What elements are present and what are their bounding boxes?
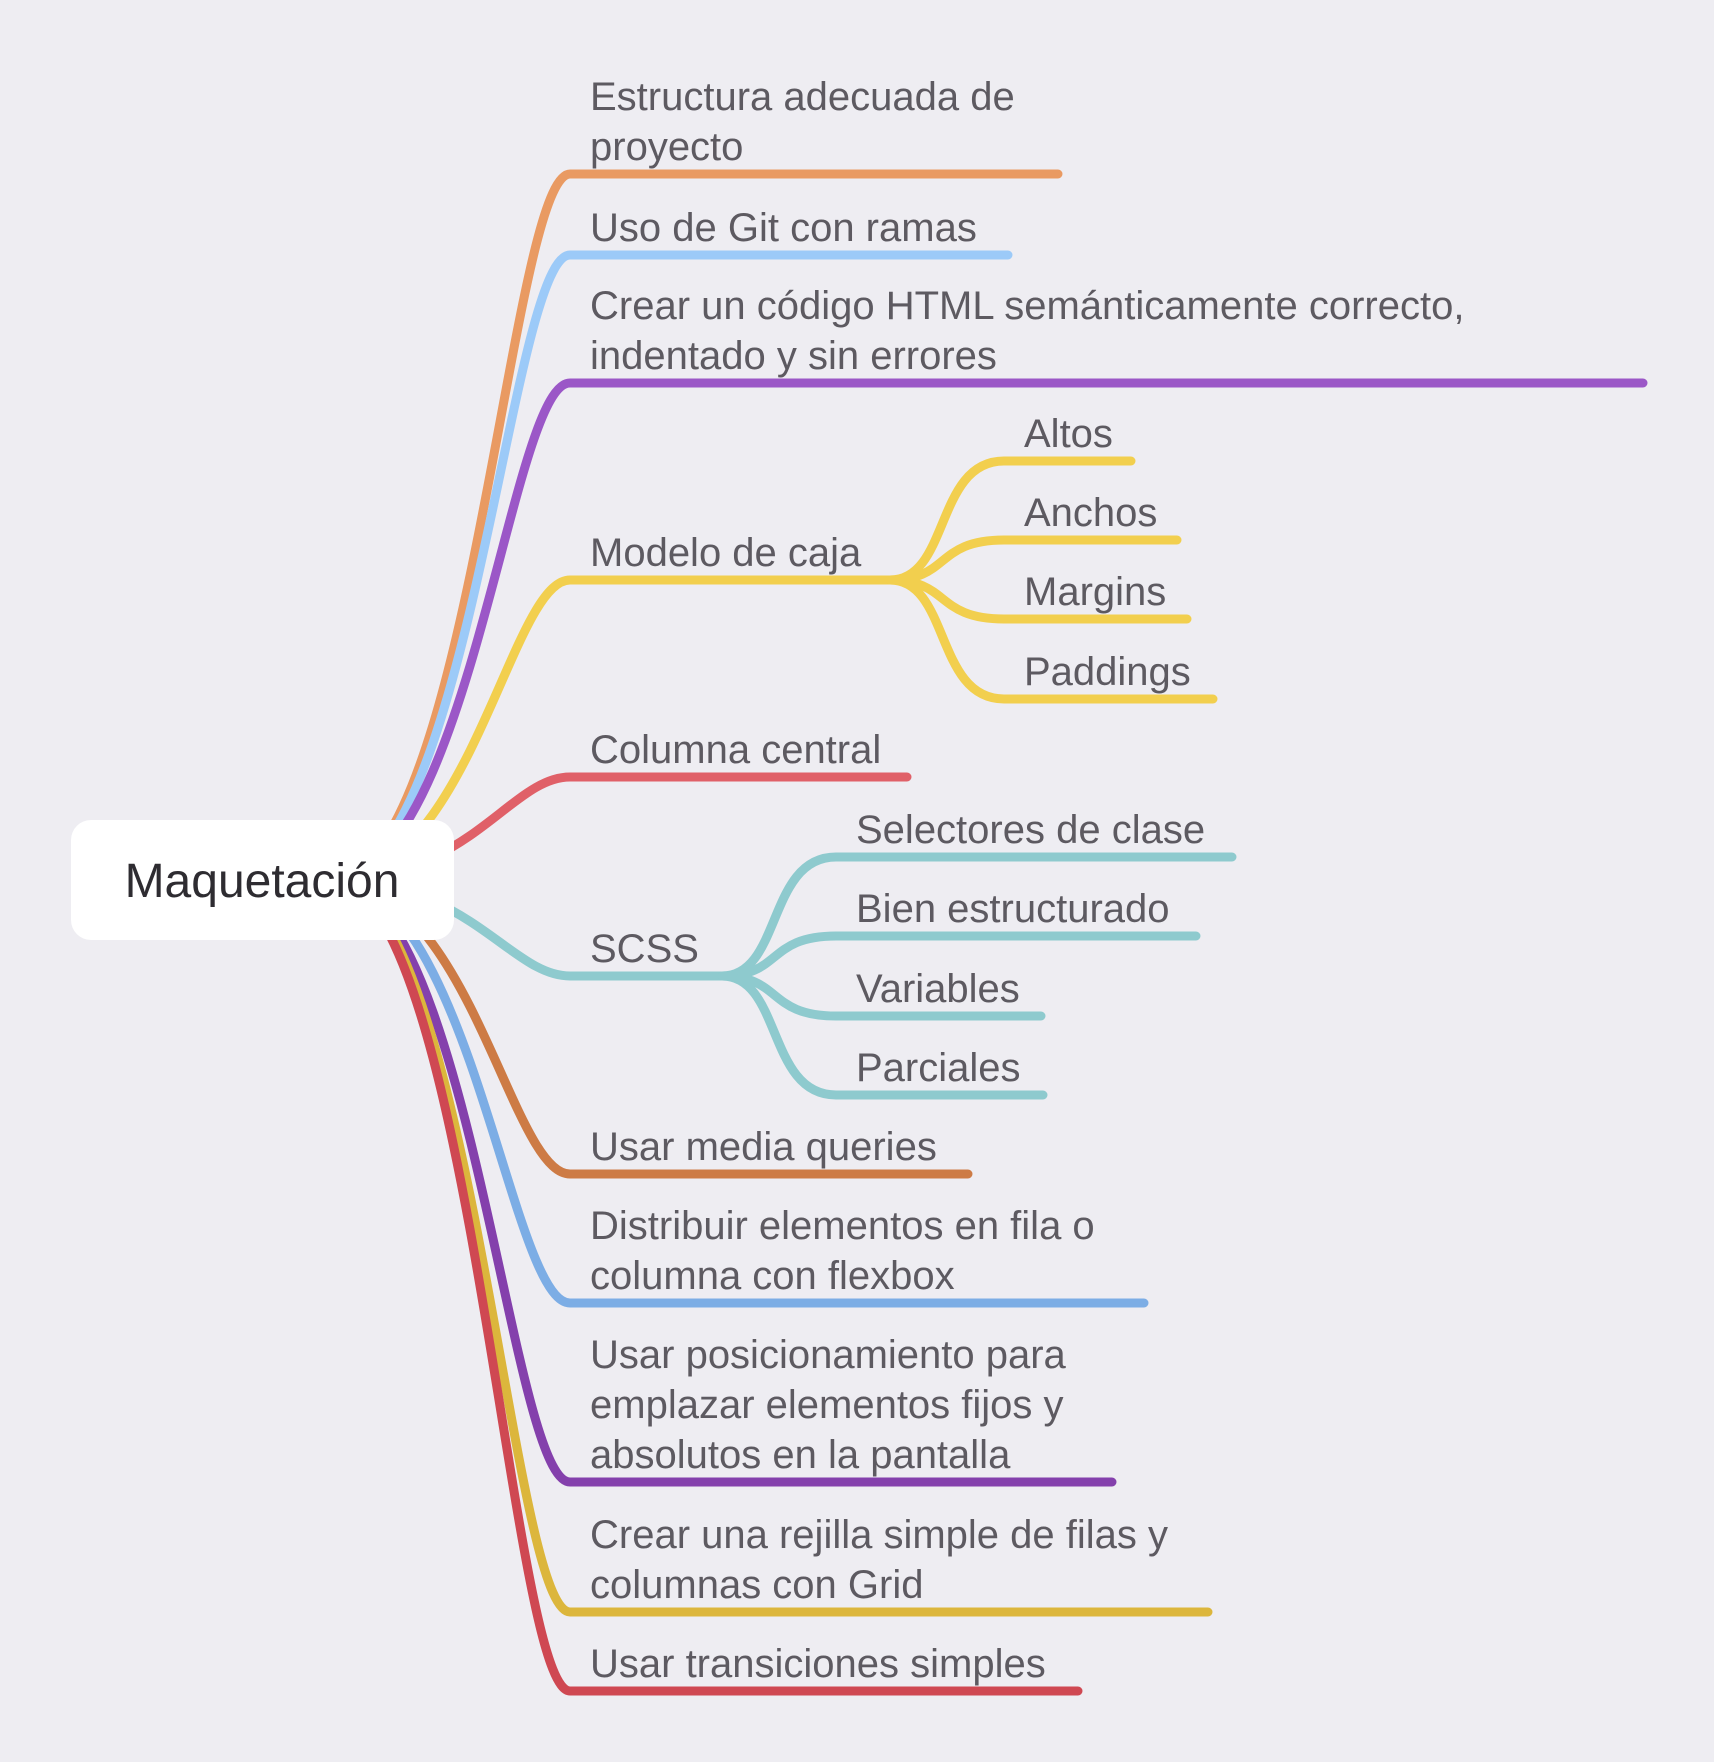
branch-label-flexbox[interactable]: Distribuir elementos en fila o columna co…	[590, 1204, 1095, 1298]
branch-label-columna-central[interactable]: Columna central	[590, 728, 881, 772]
branch-label-posicionamiento-line: Usar posicionamiento para	[590, 1333, 1067, 1377]
branch-label-posicionamiento[interactable]: Usar posicionamiento para emplazar elemen…	[590, 1333, 1067, 1477]
branch-label-scss-line: SCSS	[590, 927, 699, 971]
branch-label-html[interactable]: Crear un código HTML semánticamente corr…	[590, 284, 1464, 378]
branch-label-flexbox-line: columna con flexbox	[590, 1254, 955, 1298]
root-node-box	[71, 820, 454, 940]
branch-label-estructura-line: Estructura adecuada de	[590, 75, 1015, 119]
child-label-altos-line: Altos	[1024, 412, 1113, 456]
branch-label-flexbox-line: Distribuir elementos en fila o	[590, 1204, 1095, 1248]
child-label-parciales-line: Parciales	[856, 1046, 1021, 1090]
branch-label-transiciones-line: Usar transiciones simples	[590, 1642, 1046, 1686]
branch-label-estructura-line: proyecto	[590, 125, 743, 169]
child-label-margins[interactable]: Margins	[1024, 570, 1166, 614]
child-label-bien-estructurado-line: Bien estructurado	[856, 887, 1170, 931]
branch-label-posicionamiento-line: absolutos en la pantalla	[590, 1433, 1011, 1477]
branch-label-columna-central-line: Columna central	[590, 728, 881, 772]
branch-label-html-line: Crear un código HTML semánticamente corr…	[590, 284, 1464, 328]
branch-label-media-queries[interactable]: Usar media queries	[590, 1125, 937, 1169]
branch-label-html-line: indentado y sin errores	[590, 334, 997, 378]
child-label-paddings-line: Paddings	[1024, 650, 1191, 694]
child-label-bien-estructurado[interactable]: Bien estructurado	[856, 887, 1170, 931]
child-label-margins-line: Margins	[1024, 570, 1166, 614]
child-label-variables[interactable]: Variables	[856, 967, 1020, 1011]
root-label: Maquetación	[125, 855, 400, 908]
branch-label-media-queries-line: Usar media queries	[590, 1125, 937, 1169]
child-label-parciales[interactable]: Parciales	[856, 1046, 1021, 1090]
root-node[interactable]: Maquetación	[71, 820, 454, 940]
branch-labels: Estructura adecuada de proyecto Uso de Git…	[590, 75, 1464, 1686]
child-connector-paddings	[885, 575, 1218, 704]
child-label-anchos[interactable]: Anchos	[1024, 491, 1157, 535]
branch-label-estructura[interactable]: Estructura adecuada de proyecto	[590, 75, 1015, 169]
child-label-anchos-line: Anchos	[1024, 491, 1157, 535]
child-label-selectores[interactable]: Selectores de clase	[856, 808, 1205, 852]
child-label-selectores-line: Selectores de clase	[856, 808, 1205, 852]
child-label-paddings[interactable]: Paddings	[1024, 650, 1191, 694]
branch-label-grid-line: columnas con Grid	[590, 1563, 923, 1607]
branch-label-git[interactable]: Uso de Git con ramas	[590, 206, 977, 250]
branch-label-transiciones[interactable]: Usar transiciones simples	[590, 1642, 1046, 1686]
branch-label-scss[interactable]: SCSS	[590, 927, 699, 971]
branch-label-git-line: Uso de Git con ramas	[590, 206, 977, 250]
branch-label-grid[interactable]: Crear una rejilla simple de filas y colum…	[590, 1513, 1168, 1607]
child-label-variables-line: Variables	[856, 967, 1020, 1011]
branch-label-modelo-caja[interactable]: Modelo de caja	[590, 531, 862, 575]
branch-label-posicionamiento-line: emplazar elementos fijos y	[590, 1383, 1064, 1427]
child-label-altos[interactable]: Altos	[1024, 412, 1113, 456]
branch-label-grid-line: Crear una rejilla simple de filas y	[590, 1513, 1168, 1557]
child-connector-parciales	[717, 971, 1048, 1100]
branch-label-modelo-caja-line: Modelo de caja	[590, 531, 862, 575]
